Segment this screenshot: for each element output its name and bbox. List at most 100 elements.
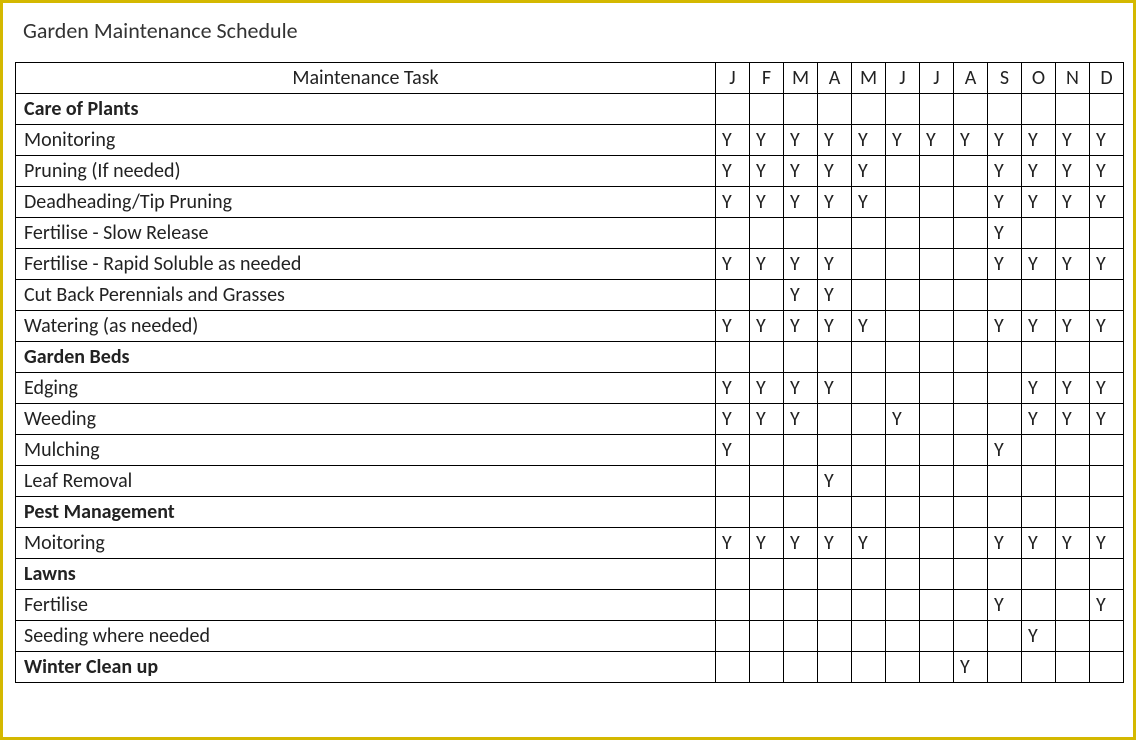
month-cell bbox=[954, 559, 988, 590]
month-cell bbox=[1056, 621, 1090, 652]
task-label: Monitoring bbox=[16, 125, 716, 156]
month-cell: Y bbox=[784, 187, 818, 218]
month-cell bbox=[716, 280, 750, 311]
month-cell bbox=[920, 559, 954, 590]
month-cell bbox=[818, 559, 852, 590]
month-cell: Y bbox=[1090, 125, 1124, 156]
month-cell bbox=[784, 94, 818, 125]
month-cell bbox=[852, 621, 886, 652]
month-cell: Y bbox=[1090, 156, 1124, 187]
month-cell bbox=[954, 156, 988, 187]
month-header: D bbox=[1090, 63, 1124, 94]
month-cell bbox=[954, 621, 988, 652]
month-cell bbox=[1056, 218, 1090, 249]
month-cell: Y bbox=[1090, 404, 1124, 435]
month-header: J bbox=[886, 63, 920, 94]
month-cell bbox=[1022, 466, 1056, 497]
month-cell: Y bbox=[988, 435, 1022, 466]
month-cell bbox=[920, 156, 954, 187]
month-cell bbox=[988, 466, 1022, 497]
table-row: Lawns bbox=[16, 559, 1124, 590]
table-row: Fertilise - Rapid Soluble as neededYYYYY… bbox=[16, 249, 1124, 280]
month-cell: Y bbox=[784, 373, 818, 404]
month-header: M bbox=[784, 63, 818, 94]
month-cell bbox=[1090, 559, 1124, 590]
page-title: Garden Maintenance Schedule bbox=[23, 17, 1121, 44]
month-cell bbox=[818, 218, 852, 249]
month-cell: Y bbox=[750, 528, 784, 559]
month-cell bbox=[852, 652, 886, 683]
month-cell bbox=[784, 559, 818, 590]
month-cell bbox=[920, 187, 954, 218]
month-cell: Y bbox=[716, 528, 750, 559]
month-cell bbox=[988, 94, 1022, 125]
month-cell: Y bbox=[784, 156, 818, 187]
month-cell: Y bbox=[818, 466, 852, 497]
month-cell bbox=[954, 342, 988, 373]
month-cell: Y bbox=[1022, 249, 1056, 280]
month-cell bbox=[920, 404, 954, 435]
month-cell: Y bbox=[920, 125, 954, 156]
table-row: Leaf RemovalY bbox=[16, 466, 1124, 497]
month-cell: Y bbox=[818, 373, 852, 404]
month-cell bbox=[784, 218, 818, 249]
month-cell bbox=[886, 373, 920, 404]
month-cell bbox=[886, 621, 920, 652]
page-container: Garden Maintenance Schedule Maintenance … bbox=[0, 0, 1136, 740]
month-cell: Y bbox=[1056, 156, 1090, 187]
table-body: Care of PlantsMonitoringYYYYYYYYYYYYPrun… bbox=[16, 94, 1124, 683]
month-cell: Y bbox=[750, 311, 784, 342]
month-cell bbox=[886, 311, 920, 342]
month-header: A bbox=[818, 63, 852, 94]
section-label: Garden Beds bbox=[16, 342, 716, 373]
month-cell bbox=[1022, 280, 1056, 311]
task-label: Edging bbox=[16, 373, 716, 404]
month-cell bbox=[784, 435, 818, 466]
schedule-table: Maintenance Task J F M A M J J A S O N D… bbox=[15, 62, 1124, 683]
month-cell bbox=[784, 621, 818, 652]
month-cell bbox=[886, 559, 920, 590]
month-header: M bbox=[852, 63, 886, 94]
month-cell: Y bbox=[1022, 528, 1056, 559]
month-cell bbox=[1022, 652, 1056, 683]
month-cell: Y bbox=[852, 125, 886, 156]
month-cell bbox=[1090, 652, 1124, 683]
month-cell: Y bbox=[818, 311, 852, 342]
month-cell: Y bbox=[818, 249, 852, 280]
month-cell bbox=[852, 218, 886, 249]
month-cell: Y bbox=[988, 528, 1022, 559]
month-cell: Y bbox=[716, 435, 750, 466]
month-cell bbox=[750, 621, 784, 652]
table-row: MoitoringYYYYYYYYY bbox=[16, 528, 1124, 559]
month-cell: Y bbox=[988, 249, 1022, 280]
month-cell: Y bbox=[1090, 249, 1124, 280]
month-cell bbox=[954, 311, 988, 342]
month-cell: Y bbox=[716, 125, 750, 156]
month-header: O bbox=[1022, 63, 1056, 94]
month-cell bbox=[1022, 497, 1056, 528]
month-cell bbox=[886, 280, 920, 311]
month-cell: Y bbox=[818, 125, 852, 156]
month-cell bbox=[1090, 497, 1124, 528]
month-cell: Y bbox=[852, 311, 886, 342]
month-cell bbox=[852, 373, 886, 404]
month-cell bbox=[852, 249, 886, 280]
month-cell bbox=[852, 497, 886, 528]
month-header: F bbox=[750, 63, 784, 94]
task-label: Watering (as needed) bbox=[16, 311, 716, 342]
month-cell bbox=[954, 497, 988, 528]
month-cell bbox=[954, 280, 988, 311]
task-label: Weeding bbox=[16, 404, 716, 435]
month-cell bbox=[988, 404, 1022, 435]
month-cell: Y bbox=[988, 125, 1022, 156]
month-cell: Y bbox=[988, 156, 1022, 187]
month-cell bbox=[886, 156, 920, 187]
month-cell bbox=[886, 528, 920, 559]
month-cell bbox=[1090, 342, 1124, 373]
month-cell: Y bbox=[784, 280, 818, 311]
month-cell: Y bbox=[750, 187, 784, 218]
month-cell: Y bbox=[988, 311, 1022, 342]
month-cell: Y bbox=[1056, 373, 1090, 404]
task-label: Mulching bbox=[16, 435, 716, 466]
month-cell: Y bbox=[716, 404, 750, 435]
